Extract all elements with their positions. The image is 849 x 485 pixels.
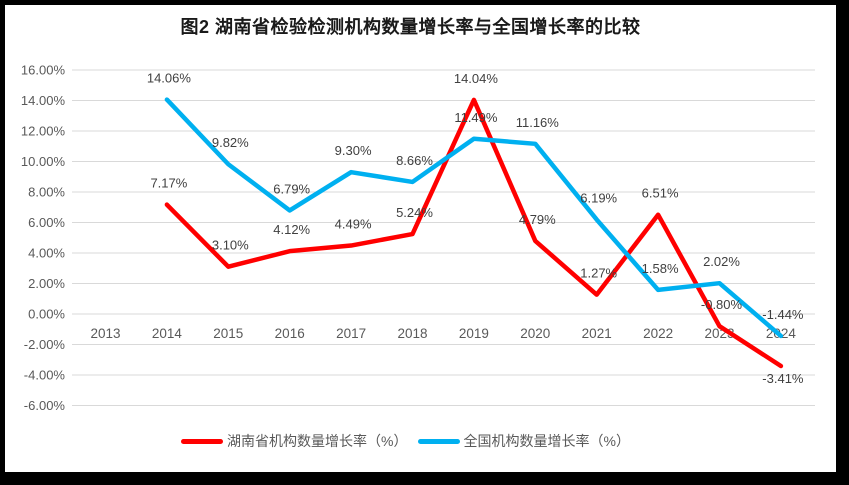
line-chart-plot: 16.00% 14.00% 12.00% 10.00% 8.00% 6.00% 4.00% 2… bbox=[21, 63, 815, 413]
data-label: 5.24% bbox=[396, 205, 433, 220]
legend-label-national: 全国机构数量增长率（%） bbox=[463, 433, 630, 449]
x-axis-tick: 2015 bbox=[213, 326, 243, 341]
x-axis-tick: 2013 bbox=[90, 326, 120, 341]
data-label: 6.19% bbox=[580, 191, 617, 206]
data-label: 3.10% bbox=[212, 238, 249, 253]
data-label: 4.49% bbox=[335, 217, 372, 232]
y-axis-tick: 14.00% bbox=[21, 93, 66, 108]
data-label: -1.44% bbox=[762, 307, 804, 322]
legend-label-hunan: 湖南省机构数量增长率（%） bbox=[227, 433, 408, 449]
y-axis-tick: 0.00% bbox=[28, 307, 65, 322]
data-label: 11.49% bbox=[454, 110, 498, 125]
y-axis-tick: 12.00% bbox=[21, 124, 66, 139]
data-label: -0.80% bbox=[701, 297, 743, 312]
y-axis-tick: 10.00% bbox=[21, 154, 66, 169]
y-axis-tick: -2.00% bbox=[24, 337, 66, 352]
hunan-line-swatch-icon bbox=[181, 438, 224, 444]
y-axis-tick: 16.00% bbox=[21, 63, 66, 78]
national-series-line bbox=[164, 97, 784, 339]
data-label: 6.51% bbox=[642, 186, 679, 201]
data-label: 9.82% bbox=[212, 135, 249, 150]
x-axis-tick: 2016 bbox=[275, 326, 305, 341]
hunan-series-line bbox=[164, 97, 784, 369]
y-axis-tick: 4.00% bbox=[28, 246, 65, 261]
data-label: 14.06% bbox=[147, 71, 192, 86]
data-label: 14.04% bbox=[454, 71, 499, 86]
data-label: 7.17% bbox=[150, 176, 187, 191]
y-axis-tick: 8.00% bbox=[28, 185, 65, 200]
y-axis-tick: 6.00% bbox=[28, 215, 65, 230]
x-axis-tick: 2022 bbox=[643, 326, 673, 341]
chart-canvas: 图2 湖南省检验检测机构数量增长率与全国增长率的比较 16.00% 14.00% 1… bbox=[5, 5, 836, 472]
y-axis-tick: -6.00% bbox=[24, 398, 66, 413]
chart-title: 图2 湖南省检验检测机构数量增长率与全国增长率的比较 bbox=[180, 17, 641, 37]
x-axis-tick: 2019 bbox=[459, 326, 489, 341]
national-line-swatch-icon bbox=[417, 438, 460, 444]
x-axis-tick: 2017 bbox=[336, 326, 366, 341]
data-label: 2.02% bbox=[703, 254, 740, 269]
data-label: 4.79% bbox=[519, 212, 556, 227]
y-axis-tick: -4.00% bbox=[24, 368, 66, 383]
x-axis-tick: 2014 bbox=[152, 326, 183, 341]
x-axis-tick: 2021 bbox=[582, 326, 612, 341]
data-label: 1.58% bbox=[642, 261, 679, 276]
data-label: -3.41% bbox=[762, 371, 804, 386]
data-label: 9.30% bbox=[335, 143, 372, 158]
data-label: 1.27% bbox=[580, 266, 617, 281]
legend-item-hunan: 湖南省机构数量增长率（%） bbox=[181, 431, 408, 451]
y-axis-tick: 2.00% bbox=[28, 276, 65, 291]
x-axis-tick: 2018 bbox=[397, 326, 427, 341]
chart-legend: 湖南省机构数量增长率（%） 全国机构数量增长率（%） bbox=[5, 431, 806, 451]
x-axis-tick: 2020 bbox=[520, 326, 550, 341]
data-label: 11.16% bbox=[516, 115, 560, 130]
data-label: 8.66% bbox=[396, 153, 433, 168]
data-label: 4.12% bbox=[273, 222, 310, 237]
data-label: 6.79% bbox=[273, 181, 310, 196]
legend-item-national: 全国机构数量增长率（%） bbox=[417, 431, 630, 451]
